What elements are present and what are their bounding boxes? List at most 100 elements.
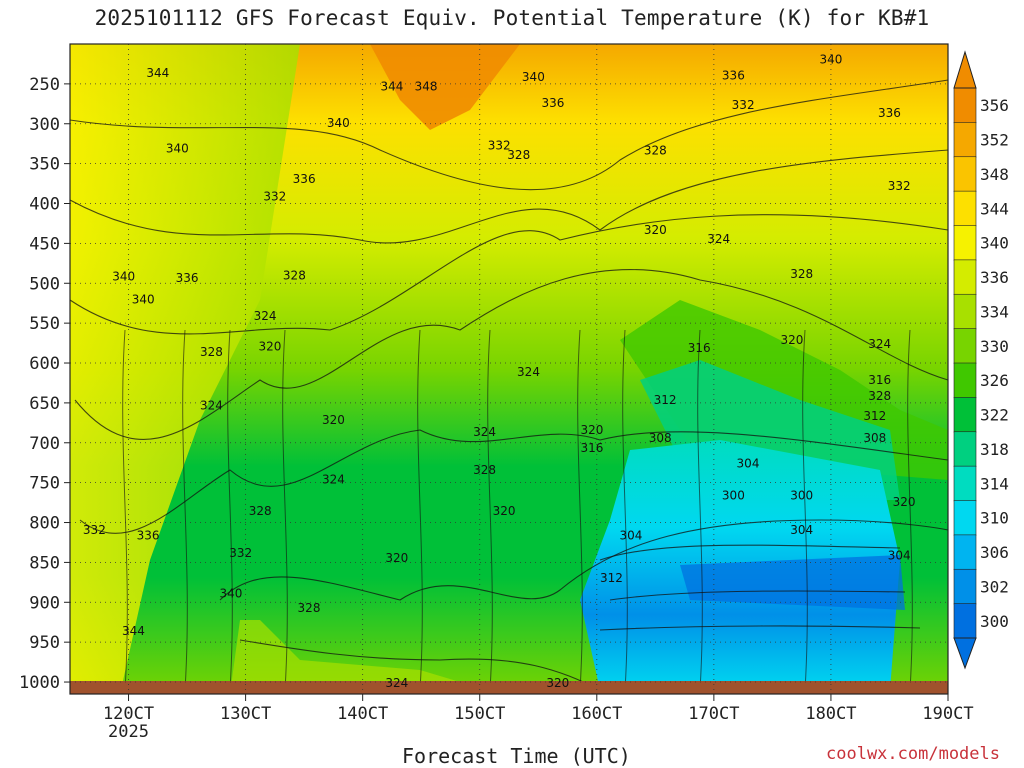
x-tick-label-190CT: 190CT (922, 704, 973, 724)
contour-label-3: 348 (415, 79, 438, 93)
y-tick-label-600: 600 (29, 354, 60, 374)
contour-label-21: 328 (283, 268, 306, 282)
contour-label-14: 336 (293, 172, 316, 186)
contour-label-51: 332 (83, 523, 106, 537)
contour-label-52: 336 (137, 528, 160, 542)
colorbar-band-9 (953, 397, 977, 433)
contour-label-9: 340 (327, 116, 350, 130)
contour-spike-7 (622, 329, 628, 691)
contour-line-9 (239, 639, 601, 691)
colorbar-label-330: 330 (980, 337, 1009, 356)
y-tick-label-850: 850 (29, 553, 60, 573)
contour-label-46: 300 (790, 489, 813, 503)
x-axis-title: Forecast Time (UTC) (402, 744, 631, 768)
colorbar-label-336: 336 (980, 268, 1009, 287)
contour-label-62: 320 (546, 676, 569, 690)
contour-label-29: 328 (200, 345, 223, 359)
colorbar-band-7 (953, 328, 977, 364)
colorbar-band-6 (953, 293, 977, 330)
x-tick-label-160CT: 160CT (571, 704, 622, 724)
contour-label-11: 332 (488, 138, 511, 152)
contour-line-7 (609, 590, 906, 601)
contour-label-39: 308 (649, 431, 672, 445)
contour-label-54: 332 (229, 546, 252, 560)
colorbar-label-300: 300 (980, 612, 1009, 631)
contour-label-36: 312 (863, 409, 886, 423)
y-tick-label-300: 300 (29, 115, 60, 135)
warm-maximum-upper (370, 44, 520, 130)
x-tick-label-150CT: 150CT (454, 704, 505, 724)
colorbar-label-326: 326 (980, 371, 1009, 390)
contour-label-57: 312 (600, 571, 623, 585)
colorbar-label-334: 334 (980, 302, 1009, 321)
colorbar-label-356: 356 (980, 96, 1009, 115)
y-tick-label-1000: 1000 (19, 673, 60, 693)
contour-label-59: 328 (298, 601, 321, 615)
colorbar-label-344: 344 (980, 199, 1009, 218)
contour-label-5: 336 (722, 68, 745, 82)
x-tick-label-120CT: 120CT (103, 704, 154, 724)
contour-label-47: 320 (893, 495, 916, 509)
contour-label-33: 328 (868, 389, 891, 403)
contour-label-60: 344 (122, 624, 145, 638)
contour-line-8 (599, 625, 921, 631)
contour-label-4: 340 (522, 70, 545, 84)
contour-line-1 (69, 149, 949, 244)
contour-label-15: 332 (263, 190, 286, 204)
contour-label-48: 328 (249, 504, 272, 518)
y-tick-label-950: 950 (29, 633, 60, 653)
contour-label-30: 324 (517, 365, 540, 379)
x-tick-label-180CT: 180CT (805, 704, 856, 724)
contour-line-2 (69, 214, 949, 335)
colorbar-label-322: 322 (980, 406, 1009, 425)
contour-label-40: 308 (863, 431, 886, 445)
contour-label-38: 324 (473, 425, 496, 439)
y-tick-label-700: 700 (29, 434, 60, 454)
colorbar-band-15 (953, 603, 977, 639)
colorbar-label-314: 314 (980, 474, 1009, 493)
contour-spike-4 (417, 329, 423, 691)
warm-region-lowlevel (230, 620, 500, 694)
colorbar-band-11 (953, 465, 977, 502)
contour-line-4 (79, 429, 949, 534)
y-tick-label-400: 400 (29, 195, 60, 215)
coldest-core (680, 555, 905, 610)
contour-spike-5 (487, 329, 493, 691)
contour-label-43: 328 (473, 463, 496, 477)
contour-label-44: 324 (322, 473, 345, 487)
contour-label-1: 344 (146, 66, 169, 80)
x-tick-label-130CT: 130CT (220, 704, 271, 724)
colorbar-label-318: 318 (980, 440, 1009, 459)
y-tick-label-450: 450 (29, 234, 60, 254)
colorbar-band-2 (953, 156, 977, 192)
y-tick-label-900: 900 (29, 593, 60, 613)
colorbar-label-306: 306 (980, 543, 1009, 562)
colorbar-band-3 (953, 190, 977, 227)
y-tick-label-650: 650 (29, 394, 60, 414)
y-tick-label-550: 550 (29, 314, 60, 334)
contour-line-3 (74, 268, 949, 440)
contour-label-28: 324 (868, 337, 891, 351)
colorbar-band-13 (953, 534, 977, 571)
y-tick-label-800: 800 (29, 514, 60, 534)
colorbar-label-340: 340 (980, 234, 1009, 253)
contour-label-61: 324 (385, 676, 408, 690)
credit-link[interactable]: coolwx.com/models (826, 744, 1000, 764)
y-tick-label-750: 750 (29, 474, 60, 494)
contour-label-34: 324 (200, 398, 223, 412)
colorbar-band-10 (953, 431, 977, 467)
contour-line-6 (599, 544, 901, 561)
colorbar-band-5 (953, 259, 977, 296)
y-tick-label-500: 500 (29, 274, 60, 294)
colorbar-band-14 (953, 568, 977, 605)
contour-label-20: 336 (176, 271, 199, 285)
contour-label-25: 320 (259, 339, 282, 353)
contour-label-53: 304 (619, 528, 642, 542)
contour-label-58: 340 (220, 587, 243, 601)
contour-label-17: 320 (644, 223, 667, 237)
x-tick-label-140CT: 140CT (337, 704, 388, 724)
ground-strip (70, 681, 948, 694)
contour-spike-2 (227, 329, 233, 691)
contour-label-8: 336 (878, 106, 901, 120)
